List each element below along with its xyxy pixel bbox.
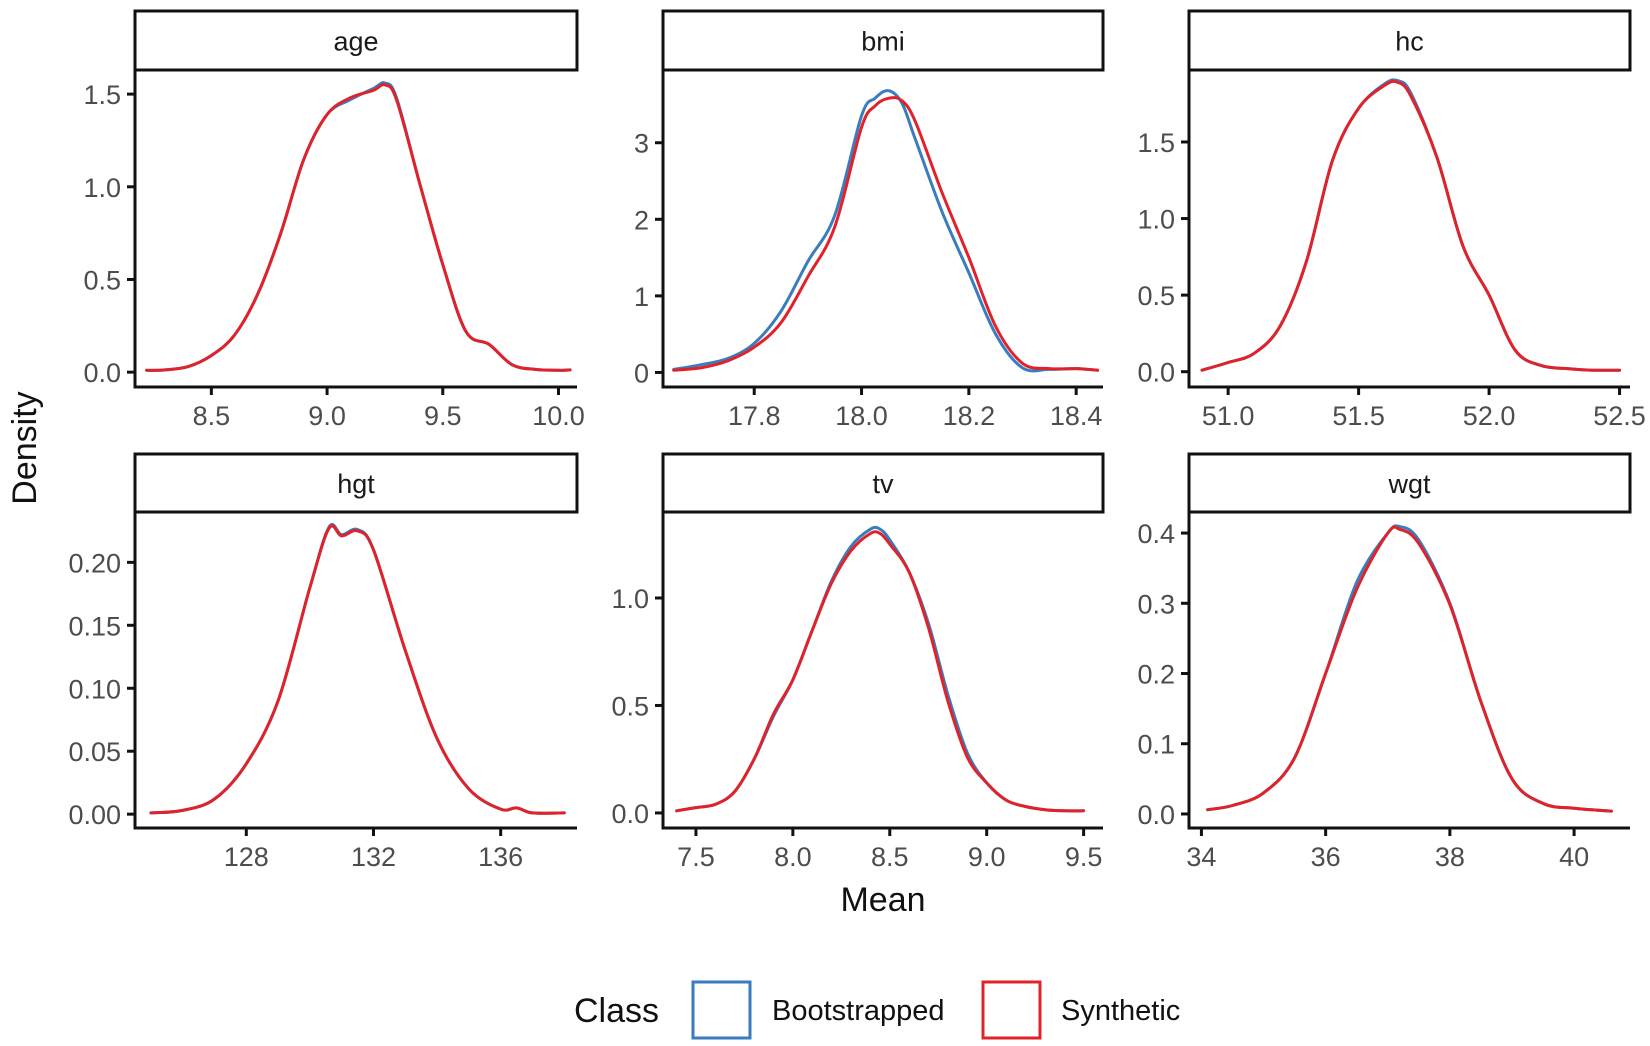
legend-label-bootstrapped: Bootstrapped xyxy=(772,995,945,1027)
strip-label-wgt: wgt xyxy=(1387,469,1431,499)
x-tick-label: 8.5 xyxy=(871,842,909,872)
panel-hgt: hgt 0.00 0.05 0.10 0.15 0.20 128 132 136 xyxy=(68,452,579,872)
density-line-bootstrapped-hc xyxy=(1200,78,1622,372)
strip-hc xyxy=(1187,9,1632,72)
density-line-bootstrapped-bmi xyxy=(672,89,1100,373)
density-line-bootstrapped-tv xyxy=(675,525,1086,813)
y-tick-label: 0.5 xyxy=(1137,281,1175,311)
panel-wgt: wgt 0.0 0.1 0.2 0.3 0.4 34 36 38 40 xyxy=(1137,452,1632,872)
x-tick-label: 18.2 xyxy=(943,401,996,431)
panel-age: age 0.0 0.5 1.0 1.5 8.5 9.0 9.5 10.0 xyxy=(83,9,585,431)
x-tick-label: 40 xyxy=(1559,842,1589,872)
legend: Class Bootstrapped Synthetic xyxy=(574,980,1180,1040)
strip-wgt xyxy=(1187,452,1632,514)
y-tick-label: 0.15 xyxy=(68,611,121,641)
x-tick-label: 136 xyxy=(478,842,523,872)
y-tick-label: 1.0 xyxy=(1137,205,1175,235)
legend-key-bootstrapped xyxy=(691,980,752,1040)
strip-tv xyxy=(661,452,1105,514)
y-tick-label: 0.0 xyxy=(83,358,121,388)
x-tick-label: 9.5 xyxy=(1065,842,1103,872)
facet-panels: age 0.0 0.5 1.0 1.5 8.5 9.0 9.5 10.0 bmi 0 1 2 3 17.8 1… xyxy=(68,9,1646,872)
y-tick-label: 1 xyxy=(634,282,649,312)
density-line-bootstrapped-age xyxy=(145,81,572,372)
strip-age xyxy=(133,9,579,72)
x-tick-label: 18.4 xyxy=(1050,401,1103,431)
x-tick-label: 9.5 xyxy=(424,401,462,431)
density-line-synthetic-hc xyxy=(1200,79,1622,372)
strip-label-tv: tv xyxy=(872,469,894,499)
panel-bmi: bmi 0 1 2 3 17.8 18.0 18.2 18.4 xyxy=(634,9,1105,431)
density-line-bootstrapped-wgt xyxy=(1206,524,1613,813)
x-tick-label: 9.0 xyxy=(308,401,346,431)
x-tick-label: 51.5 xyxy=(1332,401,1385,431)
x-tick-label: 38 xyxy=(1435,842,1465,872)
y-tick-label: 0.3 xyxy=(1137,589,1175,619)
x-axis-label: Mean xyxy=(840,881,925,919)
y-tick-label: 1.5 xyxy=(1137,128,1175,158)
density-line-bootstrapped-hgt xyxy=(149,523,566,815)
y-tick-label: 0.0 xyxy=(1137,358,1175,388)
strip-label-hc: hc xyxy=(1395,27,1424,57)
x-tick-label: 8.0 xyxy=(774,842,812,872)
y-tick-label: 0 xyxy=(634,358,649,388)
x-tick-label: 18.0 xyxy=(835,401,888,431)
x-tick-label: 128 xyxy=(224,842,269,872)
strip-hgt xyxy=(133,452,579,514)
x-tick-label: 52.5 xyxy=(1593,401,1646,431)
density-line-synthetic-hgt xyxy=(149,524,566,815)
x-tick-label: 52.0 xyxy=(1463,401,1516,431)
density-line-synthetic-wgt xyxy=(1206,525,1613,813)
legend-label-synthetic: Synthetic xyxy=(1061,995,1180,1027)
y-tick-label: 0.00 xyxy=(68,800,121,830)
strip-label-bmi: bmi xyxy=(861,27,905,57)
y-tick-label: 0.4 xyxy=(1137,519,1175,549)
x-tick-label: 36 xyxy=(1311,842,1341,872)
y-tick-label: 3 xyxy=(634,129,649,159)
y-tick-label: 0.2 xyxy=(1137,660,1175,690)
x-tick-label: 132 xyxy=(351,842,396,872)
x-tick-label: 8.5 xyxy=(193,401,231,431)
y-tick-label: 0.0 xyxy=(611,799,649,829)
y-axis-label: Density xyxy=(6,391,44,504)
y-tick-label: 0.20 xyxy=(68,548,121,578)
x-tick-label: 34 xyxy=(1186,842,1216,872)
y-tick-label: 0.5 xyxy=(83,265,121,295)
density-line-synthetic-age xyxy=(145,83,572,372)
panel-hc: hc 0.0 0.5 1.0 1.5 51.0 51.5 52.0 52.5 xyxy=(1137,9,1646,431)
y-tick-label: 1.0 xyxy=(611,584,649,614)
x-tick-label: 7.5 xyxy=(677,842,715,872)
strip-label-age: age xyxy=(333,27,378,57)
y-tick-label: 2 xyxy=(634,205,649,235)
y-tick-label: 1.0 xyxy=(83,173,121,203)
x-tick-label: 10.0 xyxy=(532,401,585,431)
strip-bmi xyxy=(661,9,1105,72)
y-tick-label: 0.5 xyxy=(611,691,649,721)
panel-tv: tv 0.0 0.5 1.0 7.5 8.0 8.5 9.0 9.5 xyxy=(611,452,1105,872)
y-tick-label: 0.10 xyxy=(68,674,121,704)
legend-title: Class xyxy=(574,992,659,1030)
x-tick-label: 17.8 xyxy=(728,401,781,431)
y-tick-label: 0.0 xyxy=(1137,800,1175,830)
density-line-synthetic-tv xyxy=(675,530,1086,813)
y-tick-label: 0.05 xyxy=(68,737,121,767)
y-tick-label: 1.5 xyxy=(83,80,121,110)
x-tick-label: 51.0 xyxy=(1202,401,1255,431)
density-line-synthetic-bmi xyxy=(672,96,1100,372)
y-tick-label: 0.1 xyxy=(1137,730,1175,760)
x-tick-label: 9.0 xyxy=(968,842,1006,872)
strip-label-hgt: hgt xyxy=(337,469,375,499)
legend-key-synthetic xyxy=(981,980,1042,1040)
